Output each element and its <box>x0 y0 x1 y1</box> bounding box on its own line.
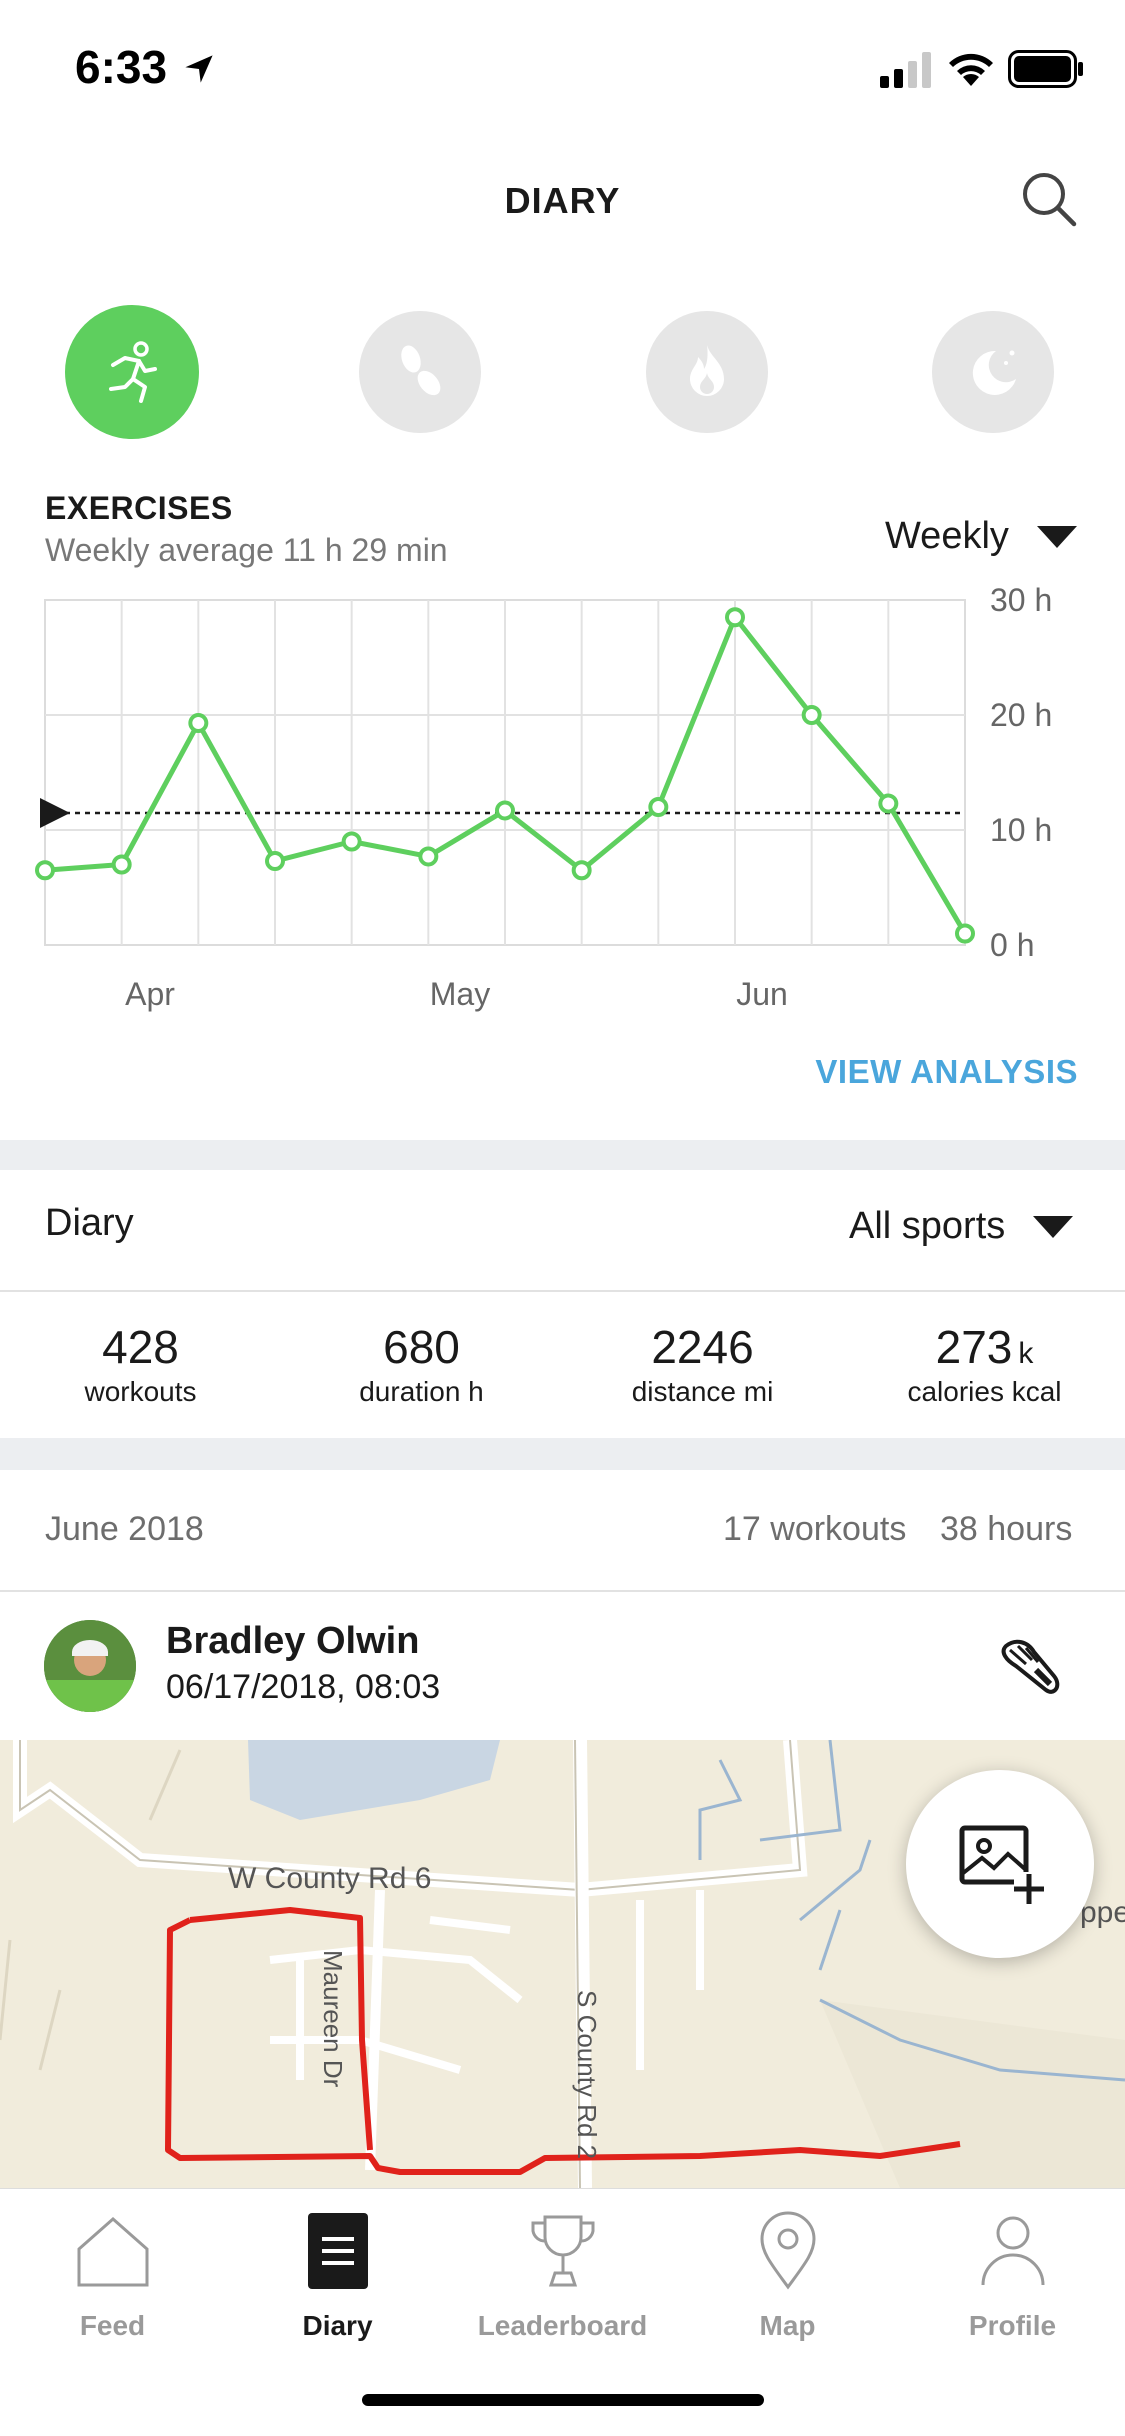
wifi-icon <box>949 53 993 86</box>
category-steps-button[interactable] <box>359 311 481 433</box>
month-workout-count: 17 workouts <box>723 1510 907 1548</box>
chart-data-point <box>265 851 285 872</box>
chart-y-tick-label: 30 h <box>990 582 1052 618</box>
map-road-label: ppe <box>1080 1896 1125 1929</box>
tab-diary[interactable]: Diary <box>225 2211 450 2342</box>
month-header: June 2018 17 workouts 38 hours <box>0 1470 1125 1590</box>
category-calories-button[interactable] <box>646 311 768 433</box>
stat-workouts: 428 workouts <box>0 1320 281 1408</box>
workout-datetime: 06/17/2018, 08:03 <box>166 1668 441 1706</box>
stat-value: 2246 <box>651 1321 754 1373</box>
period-dropdown-label: Weekly <box>885 515 1009 557</box>
flame-icon <box>690 345 724 396</box>
home-indicator <box>362 2394 764 2406</box>
chart-data-point <box>648 797 669 817</box>
chart-data-point <box>35 860 55 881</box>
tab-label: Feed <box>79 2310 146 2341</box>
section-separator <box>0 1438 1125 1470</box>
sports-filter-label: All sports <box>849 1205 1006 1247</box>
stat-duration: 680 duration h <box>281 1320 562 1408</box>
stat-label: calories kcal <box>907 1376 1062 1407</box>
tab-label: Leaderboard <box>477 2310 648 2341</box>
month-label: June 2018 <box>45 1510 204 1548</box>
stat-label: duration h <box>359 1376 484 1407</box>
stat-unit: k <box>1018 1337 1034 1370</box>
stat-value: 428 <box>102 1321 179 1373</box>
diary-label: Diary <box>45 1202 134 1244</box>
running-shoe-icon <box>1001 1639 1060 1694</box>
divider <box>0 1290 1125 1292</box>
section-separator <box>0 1140 1125 1170</box>
chart-data-point <box>878 793 899 814</box>
stat-label: workouts <box>84 1376 197 1407</box>
map-road-label: Maureen Dr <box>318 1950 348 2088</box>
chart-data-point <box>801 705 822 725</box>
add-image-icon <box>959 1825 1044 1904</box>
trophy-icon <box>531 2215 594 2287</box>
profile-icon <box>981 2216 1044 2286</box>
map-road-label: W County Rd 6 <box>228 1862 432 1895</box>
tab-map[interactable]: Map <box>675 2211 900 2342</box>
page-title: DIARY <box>504 180 621 221</box>
tab-label: Diary <box>302 2310 373 2341</box>
tab-profile[interactable]: Profile <box>900 2211 1125 2342</box>
period-dropdown[interactable]: Weekly <box>885 515 1077 558</box>
location-arrow-icon <box>185 55 213 83</box>
chart-y-tick-label: 10 h <box>990 812 1052 848</box>
stat-value: 680 <box>383 1321 460 1373</box>
map-road-label: S County Rd 2 <box>572 1990 602 2160</box>
sports-filter-dropdown[interactable]: All sports <box>849 1205 1074 1248</box>
chart-data-point <box>955 923 975 944</box>
battery-icon <box>1008 50 1083 88</box>
add-photo-button[interactable] <box>906 1770 1094 1958</box>
stat-value: 273 <box>935 1321 1013 1373</box>
footsteps-icon <box>401 345 441 396</box>
view-analysis-link[interactable]: VIEW ANALYSIS <box>815 1053 1078 1090</box>
stat-label: distance mi <box>631 1376 774 1407</box>
chart-x-tick-label: Jun <box>736 976 788 1012</box>
chart-x-tick-label: May <box>430 976 490 1012</box>
workout-user-name[interactable]: Bradley Olwin <box>166 1620 420 1662</box>
chart-data-point <box>418 846 439 867</box>
search-icon[interactable] <box>1018 168 1080 230</box>
chart-data-point <box>111 854 132 875</box>
home-icon <box>77 2216 148 2287</box>
chart-y-tick-label: 20 h <box>990 697 1052 733</box>
diary-icon <box>307 2213 368 2289</box>
tab-label: Profile <box>968 2310 1057 2341</box>
exercises-weekly-average: Weekly average 11 h 29 min <box>45 532 448 568</box>
signal-icon <box>880 52 931 88</box>
chevron-down-icon <box>1036 525 1077 548</box>
chart-data-point <box>341 831 362 852</box>
category-sleep-button[interactable] <box>932 311 1054 433</box>
tab-feed[interactable]: Feed <box>0 2211 225 2342</box>
status-bar: 6:33 <box>0 0 1125 132</box>
stat-calories: 273 k calories kcal <box>844 1320 1125 1408</box>
chart-data-point <box>495 800 515 821</box>
moon-icon <box>972 350 1016 395</box>
chevron-down-icon <box>1033 1215 1074 1238</box>
stat-distance: 2246 distance mi <box>562 1320 843 1408</box>
tab-label: Map <box>759 2310 816 2341</box>
chart-average-marker <box>40 797 70 828</box>
chart-data-point <box>571 860 592 881</box>
chart-y-tick-label: 0 h <box>990 927 1034 963</box>
avatar[interactable] <box>44 1620 136 1712</box>
status-time: 6:33 <box>75 41 168 93</box>
chart-data-point <box>725 607 745 628</box>
divider <box>0 1590 1125 1592</box>
exercises-title: EXERCISES <box>45 490 233 526</box>
chart-x-tick-label: Apr <box>125 976 175 1012</box>
chart-data-point <box>188 713 209 734</box>
category-exercise-button[interactable] <box>65 305 199 439</box>
map-pin-icon <box>759 2211 816 2290</box>
month-hours: 38 hours <box>940 1510 1073 1548</box>
runner-icon <box>109 341 157 403</box>
tab-leaderboard[interactable]: Leaderboard <box>450 2211 675 2342</box>
exercise-chart: 30 h 20 h 10 h 0 h Apr May Jun <box>35 582 1052 1012</box>
